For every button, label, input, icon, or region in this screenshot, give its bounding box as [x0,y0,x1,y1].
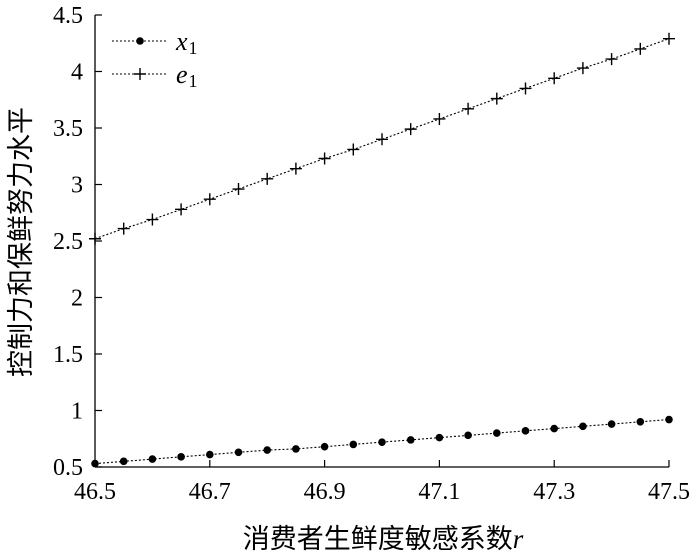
data-point [206,450,214,459]
data-point [378,438,386,446]
data-point [519,82,532,95]
y-tick-label: 2.5 [53,229,83,255]
x-axis-title: 消费者生鲜度敏感系数r [243,524,524,555]
data-point [462,102,475,115]
data-point [490,92,503,105]
data-point [576,62,589,75]
series-x1 [91,415,673,468]
data-point [433,112,446,125]
data-point [607,420,616,428]
y-tick-label: 4 [71,60,83,86]
data-point [665,415,673,424]
legend-label-subscript: 1 [189,38,198,58]
data-point [289,162,302,175]
data-point [263,446,272,454]
data-point [404,123,417,136]
data-point [177,453,185,461]
data-point [521,427,530,435]
legend-label-name: x [175,27,188,56]
data-point [579,422,587,431]
x-tick-label: 47.5 [648,479,690,505]
series-e1 [89,32,675,245]
y-tick-label: 3 [71,173,83,199]
data-point [146,213,159,226]
data-point [292,445,300,453]
legend-label: x1 [175,27,198,58]
data-point [232,183,245,196]
y-tick-label: 0.5 [53,455,83,481]
y-tick-label: 4.5 [53,3,83,29]
data-point [119,457,128,466]
data-point [605,53,618,66]
data-point [318,152,331,165]
data-point [320,442,329,451]
x-tick-label: 46.7 [189,479,231,505]
legend-item: e1 [112,60,198,91]
data-point [203,193,216,206]
data-point [548,72,561,85]
data-point [117,222,130,235]
data-point [347,143,360,156]
data-point [91,459,99,468]
x-axis-title-variable: r [513,524,524,554]
data-point [636,418,645,426]
data-point [406,436,415,444]
legend-label: e1 [176,60,198,91]
data-point [234,448,243,457]
legend-item: x1 [112,27,198,58]
legend-label-subscript: 1 [189,71,198,91]
data-point [175,203,188,216]
x-tick-label: 47.1 [418,479,460,505]
y-tick-label: 1.5 [53,342,83,368]
data-point [435,433,444,442]
data-point [349,440,358,449]
data-point [634,42,647,55]
data-point [493,429,501,437]
legend-label-name: e [176,60,188,89]
data-point [464,431,472,440]
data-point [148,455,157,463]
series-line [94,38,670,240]
y-tick-label: 1 [71,399,83,425]
legend-marker [136,37,144,45]
data-point [89,232,101,245]
data-point [376,133,388,146]
legend-marker [134,68,146,80]
x-tick-label: 47.3 [533,479,575,505]
data-point [550,424,558,433]
y-tick-label: 3.5 [53,116,83,142]
data-point [261,172,274,185]
y-axis-title: 控制力和保鲜努力水平 [6,107,37,377]
x-tick-label: 46.5 [74,479,116,505]
y-tick-label: 2 [71,286,83,312]
data-point [663,32,675,45]
plot-area: 0.5 1 1.5 2 2.5 3 3.5 4 4.5 46.5 46.7 46.9 47.1 47.3 4… [53,3,690,505]
x-tick-label: 46.9 [304,479,346,505]
x-axis-title-text: 消费者生鲜度敏感系数 [243,524,513,555]
